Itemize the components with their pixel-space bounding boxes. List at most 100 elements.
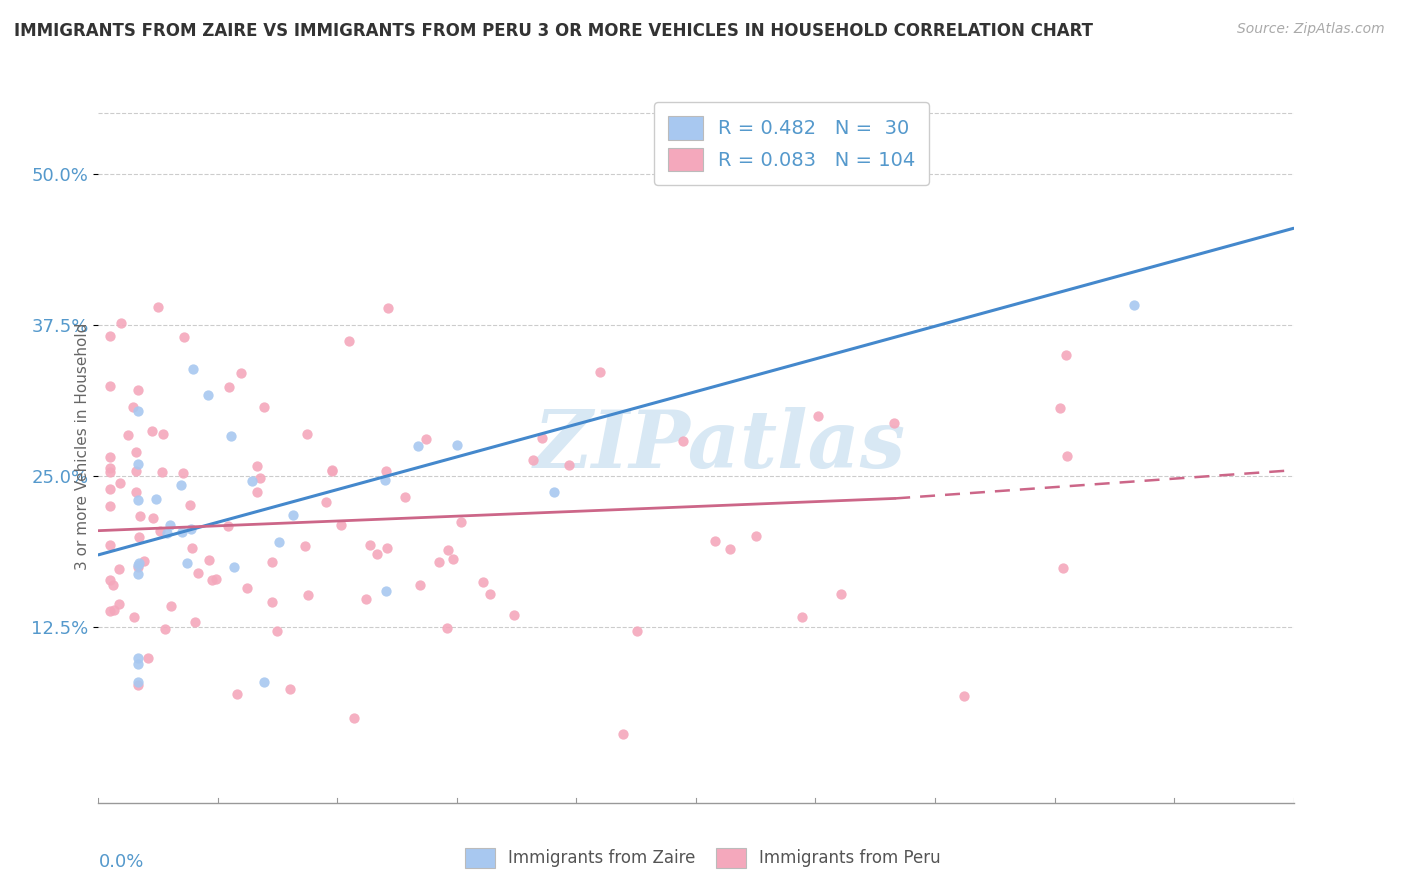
Point — [408, 439, 430, 453]
Point — [589, 365, 612, 379]
Point — [479, 587, 502, 601]
Point — [110, 316, 132, 330]
Point — [121, 400, 143, 414]
Point — [98, 604, 122, 618]
Point — [807, 409, 830, 424]
Point — [359, 538, 381, 552]
Point — [98, 466, 122, 480]
Point — [128, 530, 150, 544]
Point — [543, 485, 565, 500]
Point — [150, 465, 173, 479]
Point — [790, 610, 813, 624]
Point — [249, 470, 271, 484]
Point — [156, 526, 179, 541]
Point — [127, 674, 149, 689]
Point — [231, 366, 253, 380]
Point — [101, 577, 124, 591]
Point — [953, 689, 976, 703]
Point — [136, 651, 159, 665]
Point — [226, 687, 249, 701]
Point — [502, 608, 524, 623]
Point — [127, 558, 149, 572]
Point — [294, 539, 316, 553]
Point — [672, 434, 695, 449]
Point — [409, 578, 432, 592]
Point — [446, 438, 468, 452]
Point — [98, 460, 122, 475]
Point — [295, 426, 318, 441]
Text: Source: ZipAtlas.com: Source: ZipAtlas.com — [1237, 22, 1385, 37]
Point — [883, 417, 905, 431]
Point — [297, 589, 319, 603]
Point — [197, 388, 219, 402]
Text: IMMIGRANTS FROM ZAIRE VS IMMIGRANTS FROM PERU 3 OR MORE VEHICLES IN HOUSEHOLD CO: IMMIGRANTS FROM ZAIRE VS IMMIGRANTS FROM… — [14, 22, 1092, 40]
Point — [718, 542, 741, 557]
Point — [98, 328, 122, 343]
Point — [128, 508, 150, 523]
Point — [366, 547, 388, 561]
Point — [108, 562, 131, 576]
Text: ZIPatlas: ZIPatlas — [534, 408, 905, 484]
Point — [315, 495, 337, 509]
Point — [132, 554, 155, 568]
Point — [170, 525, 193, 540]
Point — [125, 485, 148, 500]
Point — [343, 711, 366, 725]
Point — [450, 515, 472, 529]
Point — [626, 624, 648, 638]
Point — [98, 538, 122, 552]
Point — [269, 535, 291, 549]
Point — [374, 583, 396, 598]
Point — [830, 587, 852, 601]
Point — [415, 432, 437, 446]
Point — [125, 444, 148, 458]
Point — [127, 457, 149, 471]
Point — [127, 404, 149, 418]
Point — [110, 476, 132, 491]
Point — [142, 511, 165, 525]
Point — [236, 582, 259, 596]
Point — [179, 498, 201, 512]
Point — [375, 541, 398, 555]
Point — [127, 560, 149, 574]
Point — [377, 301, 399, 315]
Point — [183, 362, 205, 376]
Point — [98, 379, 122, 393]
Point — [149, 524, 172, 538]
Point — [437, 542, 460, 557]
Point — [187, 566, 209, 581]
Point — [98, 450, 122, 464]
Point — [146, 300, 169, 314]
Point — [127, 384, 149, 398]
Point — [181, 541, 204, 556]
Point — [262, 595, 284, 609]
Point — [436, 621, 458, 635]
Point — [281, 508, 304, 523]
Point — [472, 574, 495, 589]
Point — [240, 474, 263, 488]
Point — [354, 591, 377, 606]
Point — [329, 518, 352, 533]
Point — [374, 473, 396, 487]
Point — [98, 573, 122, 587]
Point — [127, 567, 149, 582]
Point — [427, 555, 450, 569]
Point — [125, 464, 148, 478]
Point — [160, 599, 183, 613]
Point — [337, 334, 360, 348]
Point — [246, 484, 269, 499]
Point — [217, 518, 239, 533]
Point — [201, 573, 224, 587]
Point — [745, 529, 768, 543]
Point — [321, 464, 343, 478]
Point — [172, 466, 194, 480]
Point — [218, 379, 240, 393]
Point — [1123, 297, 1146, 311]
Point — [394, 490, 416, 504]
Point — [522, 453, 544, 467]
Point — [198, 553, 221, 567]
Point — [141, 424, 163, 438]
Point — [246, 459, 269, 474]
Point — [441, 552, 464, 566]
Point — [1052, 561, 1074, 575]
